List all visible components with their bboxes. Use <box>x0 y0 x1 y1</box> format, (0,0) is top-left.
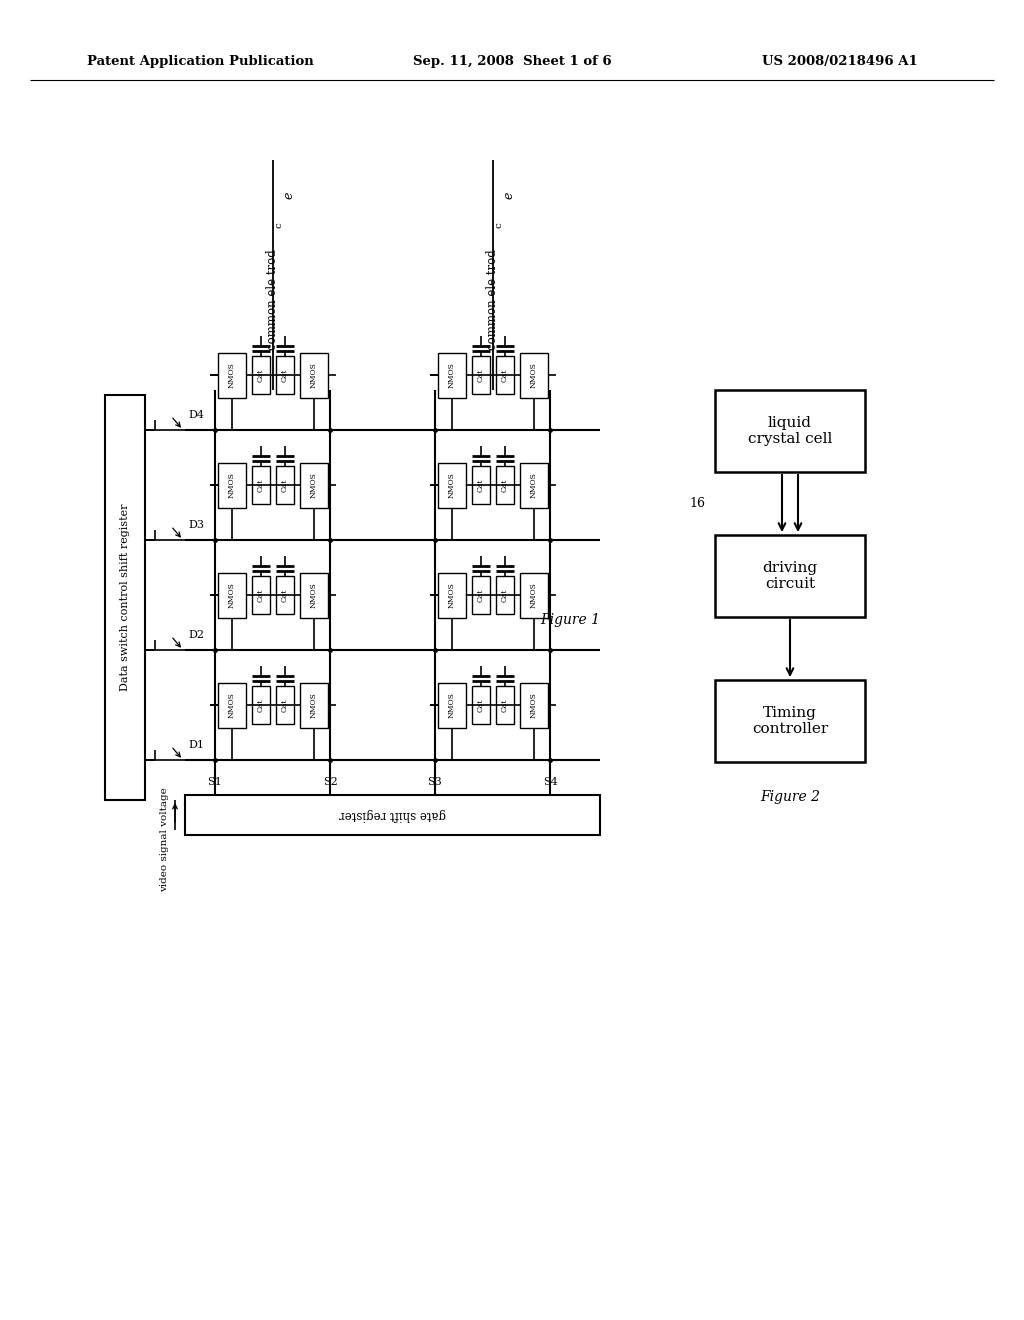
Bar <box>519 462 548 507</box>
Text: S4: S4 <box>543 777 557 787</box>
Text: Figure 2: Figure 2 <box>760 789 820 804</box>
Text: 16: 16 <box>689 498 705 510</box>
Text: Sep. 11, 2008  Sheet 1 of 6: Sep. 11, 2008 Sheet 1 of 6 <box>413 55 611 69</box>
Text: gate shift register: gate shift register <box>339 808 445 821</box>
Text: NMOS: NMOS <box>227 473 236 498</box>
Text: Cat: Cat <box>256 478 264 491</box>
Text: Cat: Cat <box>501 698 509 711</box>
Text: NMOS: NMOS <box>529 473 538 498</box>
Bar <box>252 686 269 723</box>
Text: e: e <box>502 191 515 199</box>
Bar <box>275 466 294 504</box>
Text: NMOS: NMOS <box>227 692 236 718</box>
Text: Cat: Cat <box>281 589 289 602</box>
Text: Cat: Cat <box>476 478 484 491</box>
Bar <box>105 395 145 800</box>
Text: Cat: Cat <box>281 698 289 711</box>
Bar <box>496 576 513 614</box>
Text: c: c <box>274 222 283 228</box>
Text: Timing
controller: Timing controller <box>752 706 828 737</box>
Bar <box>519 573 548 618</box>
Text: Cat: Cat <box>476 589 484 602</box>
Bar <box>471 686 489 723</box>
Text: NMOS: NMOS <box>309 473 317 498</box>
Bar <box>496 686 513 723</box>
Text: NMOS: NMOS <box>529 362 538 388</box>
Bar <box>471 466 489 504</box>
Bar <box>299 462 328 507</box>
Text: Cat: Cat <box>476 368 484 381</box>
Bar <box>496 356 513 393</box>
Text: NMOS: NMOS <box>309 362 317 388</box>
Text: Patent Application Publication: Patent Application Publication <box>87 55 313 69</box>
Bar <box>437 573 466 618</box>
Text: Cat: Cat <box>281 478 289 491</box>
Bar <box>496 466 513 504</box>
Bar <box>299 573 328 618</box>
Text: Data switch control shift register: Data switch control shift register <box>120 504 130 692</box>
Text: S3: S3 <box>428 777 442 787</box>
Text: c: c <box>494 222 503 228</box>
Text: liquid
crystal cell: liquid crystal cell <box>748 416 833 446</box>
Text: NMOS: NMOS <box>227 582 236 609</box>
Bar <box>471 576 489 614</box>
Text: Cat: Cat <box>281 368 289 381</box>
Bar <box>437 682 466 727</box>
Bar <box>275 686 294 723</box>
Text: Cat: Cat <box>501 368 509 381</box>
Text: NMOS: NMOS <box>447 362 456 388</box>
Text: Cat: Cat <box>501 589 509 602</box>
Text: US 2008/0218496 A1: US 2008/0218496 A1 <box>762 55 918 69</box>
Bar <box>252 576 269 614</box>
Bar <box>252 466 269 504</box>
Bar <box>299 352 328 397</box>
Bar <box>185 795 600 836</box>
Text: D4: D4 <box>188 411 204 420</box>
Bar <box>275 576 294 614</box>
Text: Cat: Cat <box>501 478 509 491</box>
Text: NMOS: NMOS <box>447 582 456 609</box>
Text: NMOS: NMOS <box>309 692 317 718</box>
Text: NMOS: NMOS <box>447 473 456 498</box>
Bar <box>437 352 466 397</box>
Text: e: e <box>282 191 295 199</box>
Text: NMOS: NMOS <box>309 582 317 609</box>
Bar <box>715 680 865 762</box>
Bar <box>217 682 246 727</box>
Bar <box>217 462 246 507</box>
Text: S2: S2 <box>323 777 337 787</box>
Text: Cat: Cat <box>476 698 484 711</box>
Bar <box>275 356 294 393</box>
Text: NMOS: NMOS <box>529 582 538 609</box>
Text: common ele trod: common ele trod <box>266 249 279 350</box>
Bar <box>471 356 489 393</box>
Text: Figure 1: Figure 1 <box>540 612 600 627</box>
Bar <box>217 352 246 397</box>
Text: D1: D1 <box>188 741 204 750</box>
Text: driving
circuit: driving circuit <box>763 561 817 591</box>
Bar <box>715 389 865 473</box>
Text: Cat: Cat <box>256 589 264 602</box>
Text: video signal voltage: video signal voltage <box>161 788 170 892</box>
Bar <box>715 535 865 616</box>
Bar <box>252 356 269 393</box>
Bar <box>299 682 328 727</box>
Bar <box>519 352 548 397</box>
Text: common ele trod: common ele trod <box>486 249 499 350</box>
Text: D2: D2 <box>188 630 204 640</box>
Bar <box>437 462 466 507</box>
Text: S1: S1 <box>208 777 222 787</box>
Text: Cat: Cat <box>256 698 264 711</box>
Text: NMOS: NMOS <box>227 362 236 388</box>
Text: Cat: Cat <box>256 368 264 381</box>
Text: D3: D3 <box>188 520 204 531</box>
Bar <box>519 682 548 727</box>
Bar <box>217 573 246 618</box>
Text: NMOS: NMOS <box>447 692 456 718</box>
Text: NMOS: NMOS <box>529 692 538 718</box>
